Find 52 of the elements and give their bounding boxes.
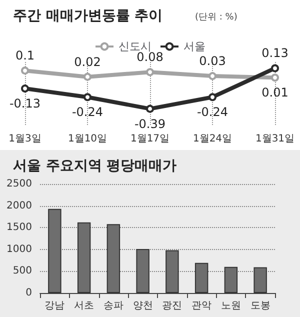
point [84, 72, 92, 81]
legend-label: 신도시 [118, 40, 152, 53]
bar [136, 248, 150, 293]
data-label: 0.13 [262, 46, 288, 60]
data-label: 0.03 [199, 54, 226, 68]
data-label: -0.24 [196, 105, 228, 120]
chart-title: 서울 주요지역 평당매매가 [13, 158, 177, 174]
point [271, 74, 279, 82]
data-label: -0.13 [9, 96, 41, 111]
bar [254, 267, 267, 293]
bar [48, 208, 62, 293]
bar [106, 224, 120, 293]
x-tick-label: 1월3일 [8, 134, 42, 144]
data-label: 0.1 [15, 48, 35, 63]
point [146, 68, 154, 76]
data-label: 0.01 [262, 86, 288, 100]
point [208, 93, 216, 102]
bar [77, 222, 91, 293]
point [84, 93, 92, 102]
bar [166, 250, 179, 293]
y-tick-label: 2000 [6, 200, 32, 212]
x-tick-label: 강남 [44, 300, 65, 312]
y-tick-label: 1500 [6, 222, 32, 234]
point [21, 84, 29, 93]
data-label: -0.39 [134, 116, 166, 131]
data-label: 0.08 [136, 50, 164, 64]
point [271, 64, 279, 72]
data-label: 0.02 [74, 54, 101, 69]
y-tick-label: 0 [26, 288, 32, 298]
bar [194, 262, 208, 293]
x-tick-label: 송파 [103, 300, 124, 312]
y-tick-label: 500 [12, 266, 32, 277]
x-tick-label: 노원 [220, 300, 241, 312]
y-tick-label: 1000 [6, 244, 32, 255]
point [146, 104, 154, 113]
data-label: -0.24 [72, 105, 104, 120]
x-tick-label: 1월31일 [255, 134, 295, 144]
chart-title: 주간 매매가변동률 추이 [13, 8, 163, 24]
chart-subtitle: (단위 : %) [195, 12, 238, 22]
bar [224, 266, 238, 293]
x-tick-label: 양천 [132, 300, 153, 312]
x-tick-label: 광진 [162, 300, 182, 312]
x-tick-label: 1월24일 [192, 134, 232, 144]
legend-label: 서울 [184, 40, 206, 53]
x-tick-label: 서초 [74, 300, 94, 312]
y-tick-label: 2500 [6, 178, 32, 190]
x-tick-label: 도봉 [250, 300, 270, 312]
point [208, 72, 216, 80]
point [21, 66, 29, 75]
x-tick-label: 1월10일 [68, 134, 108, 144]
x-tick-label: 관악 [192, 300, 212, 312]
x-tick-label: 1월17일 [130, 134, 170, 144]
